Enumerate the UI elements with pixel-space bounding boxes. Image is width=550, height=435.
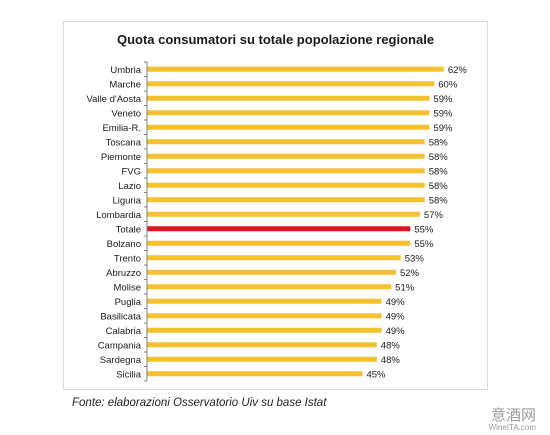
category-label: Piemonte — [101, 152, 141, 163]
watermark-logo: 意酒网 — [490, 407, 536, 424]
bar — [147, 66, 444, 72]
data-label: 60% — [438, 79, 458, 90]
data-label: 59% — [433, 108, 453, 119]
bar — [147, 356, 377, 362]
bar — [147, 342, 377, 348]
data-label: 62% — [448, 65, 468, 76]
category-label: Lazio — [118, 181, 141, 192]
category-label: Lombardia — [96, 210, 142, 221]
data-label: 49% — [386, 297, 406, 308]
bar — [147, 313, 382, 319]
category-label: Puglia — [115, 297, 142, 308]
data-label: 58% — [429, 195, 449, 206]
category-label: Molise — [114, 282, 141, 293]
category-label: Trento — [114, 253, 141, 264]
data-label: 58% — [429, 166, 449, 177]
category-label: Sardegna — [100, 355, 142, 366]
bar — [147, 240, 411, 246]
chart-title: Quota consumatori su totale popolazione … — [116, 32, 435, 47]
bar — [147, 298, 382, 304]
data-label: 51% — [395, 282, 415, 293]
bar — [147, 327, 382, 333]
source-note: Fonte: elaborazioni Osservatorio Uiv su … — [72, 397, 327, 409]
data-label: 49% — [386, 311, 406, 322]
category-label: Toscana — [106, 137, 142, 148]
bar — [147, 110, 430, 116]
data-label: 52% — [400, 268, 420, 279]
data-label: 58% — [429, 152, 449, 163]
category-label: Emilia-R. — [102, 123, 141, 134]
data-label: 58% — [429, 181, 449, 192]
bar — [147, 284, 392, 290]
bar — [147, 211, 420, 217]
data-label: 59% — [433, 94, 453, 105]
bar — [147, 153, 425, 159]
category-label: Bolzano — [107, 239, 141, 250]
bar — [147, 197, 425, 203]
data-label: 49% — [386, 326, 406, 337]
bar — [147, 255, 401, 261]
watermark-url: WineITA.com — [488, 423, 536, 432]
bar — [147, 124, 430, 130]
category-label: Veneto — [111, 108, 141, 119]
data-label: 55% — [414, 224, 434, 235]
category-label: Sicilia — [116, 369, 142, 380]
data-label: 57% — [424, 210, 444, 221]
category-label: Abruzzo — [106, 268, 141, 279]
category-label: Umbria — [110, 65, 141, 76]
data-label: 58% — [429, 137, 449, 148]
bar-chart: Umbria 62% Marche 60% Valle d'Aosta 59% Veneto… — [87, 61, 468, 382]
category-label: FVG — [121, 166, 141, 177]
data-label: 53% — [405, 253, 425, 264]
bar — [147, 95, 430, 101]
category-label: Calabria — [106, 326, 142, 337]
bar — [147, 168, 425, 174]
category-label: Liguria — [112, 195, 141, 206]
bar — [147, 371, 363, 377]
bar — [147, 81, 435, 87]
category-label: Campania — [98, 340, 142, 351]
data-label: 55% — [414, 239, 434, 250]
bar — [147, 182, 425, 188]
category-label: Basilicata — [100, 311, 141, 322]
chart-frame: Quota consumatori su totale popolazione … — [63, 21, 488, 390]
bar — [147, 139, 425, 145]
data-label: 48% — [381, 355, 401, 366]
bar — [147, 269, 396, 275]
data-label: 59% — [433, 123, 453, 134]
category-label: Totale — [116, 224, 141, 235]
category-label: Marche — [109, 79, 141, 90]
data-label: 48% — [381, 340, 401, 351]
data-label: 45% — [366, 369, 386, 380]
category-label: Valle d'Aosta — [87, 94, 142, 105]
bar — [147, 226, 411, 232]
